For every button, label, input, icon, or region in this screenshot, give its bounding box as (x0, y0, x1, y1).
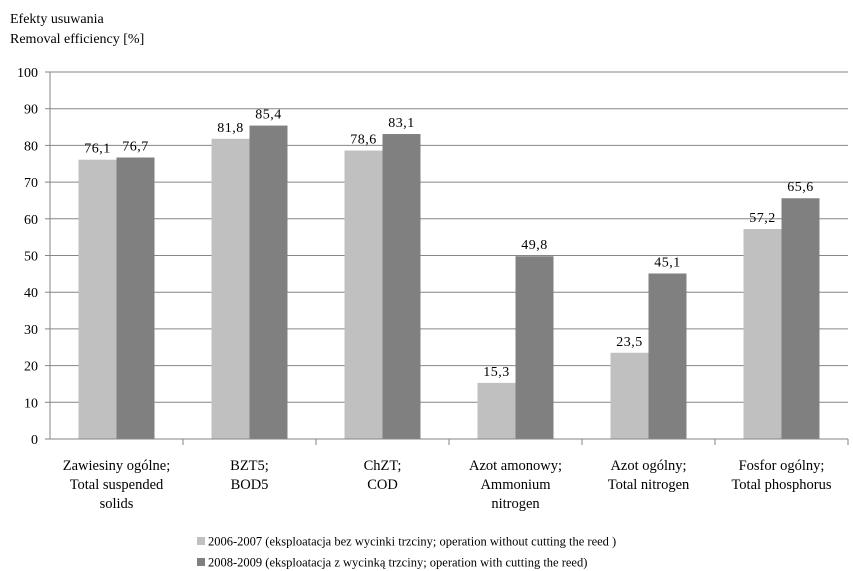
category-label: solids (100, 496, 134, 512)
bar-series-1 (477, 382, 516, 439)
y-axis-title-line: Removal efficiency [%] (10, 32, 144, 47)
y-tick-label: 0 (31, 433, 38, 448)
y-axis-title: Efekty usuwania Removal efficiency [%] (10, 12, 144, 47)
bar-series-2 (781, 198, 820, 439)
bar-series-1 (344, 150, 383, 439)
y-tick-label: 90 (24, 103, 38, 118)
data-label: 81,8 (217, 121, 244, 136)
legend: 2006-2007 (eksploatacja bez wycinki trzc… (197, 535, 616, 570)
category-labels: Zawiesiny ogólne; Total suspended solids BZ… (63, 458, 832, 512)
bar-series-1 (78, 159, 117, 439)
data-label: 85,4 (255, 108, 282, 123)
data-label: 76,7 (122, 140, 149, 155)
category-label: Zawiesiny ogólne; (63, 458, 171, 474)
category-label: Azot ogólny; (610, 458, 686, 474)
bar-series-2 (249, 125, 288, 439)
y-tick-label: 40 (24, 286, 38, 301)
bar-series-1 (743, 229, 782, 439)
legend-swatch (197, 537, 205, 545)
data-labels: 76,1 76,7 81,8 85,4 78,6 83,1 15,3 49,8 23,5 45,1… (84, 108, 814, 380)
y-tick-label: 50 (24, 250, 38, 265)
data-label: 45,1 (654, 255, 681, 270)
bar-series-1 (211, 138, 250, 439)
category-label: Ammonium (480, 477, 551, 493)
bar-series-2 (515, 256, 554, 439)
data-label: 49,8 (521, 238, 548, 253)
bar-series-2 (648, 273, 687, 439)
category-label: Total nitrogen (608, 477, 690, 493)
y-tick-label: 60 (24, 213, 38, 228)
bar-series-1 (610, 352, 649, 439)
y-tick-labels: 0 10 20 30 40 50 60 70 80 90 100 (17, 66, 38, 448)
gridlines (50, 71, 848, 403)
category-label: BZT5; (230, 458, 269, 474)
bar-series-2 (116, 157, 155, 440)
y-tick-label: 80 (24, 139, 38, 154)
data-label: 83,1 (388, 116, 415, 131)
data-label: 78,6 (350, 133, 377, 148)
legend-label: 2008-2009 (eksploatacja z wycinką trzcin… (208, 556, 587, 570)
data-label: 23,5 (616, 335, 643, 350)
y-tick-label: 100 (17, 66, 38, 81)
category-label: nitrogen (491, 496, 540, 512)
category-label: COD (367, 477, 398, 493)
bars (78, 125, 820, 440)
axes (45, 71, 849, 445)
legend-label: 2006-2007 (eksploatacja bez wycinki trzc… (208, 535, 616, 549)
category-label: Fosfor ogólny; (739, 458, 825, 474)
category-label: BOD5 (231, 477, 269, 493)
y-tick-label: 70 (24, 176, 38, 191)
category-label: Total phosphorus (731, 477, 831, 493)
category-label: Total suspended (70, 477, 164, 493)
y-axis-title-line: Efekty usuwania (10, 12, 104, 27)
y-tick-label: 30 (24, 323, 38, 338)
data-label: 15,3 (483, 365, 510, 380)
bar-series-2 (382, 134, 421, 439)
data-label: 76,1 (84, 142, 111, 157)
category-label: ChZT; (364, 458, 402, 474)
y-tick-label: 20 (24, 360, 38, 375)
data-label: 57,2 (749, 211, 776, 226)
y-tick-label: 10 (24, 396, 38, 411)
legend-swatch (197, 558, 205, 566)
data-label: 65,6 (787, 180, 814, 195)
category-label: Azot amonowy; (469, 458, 562, 474)
